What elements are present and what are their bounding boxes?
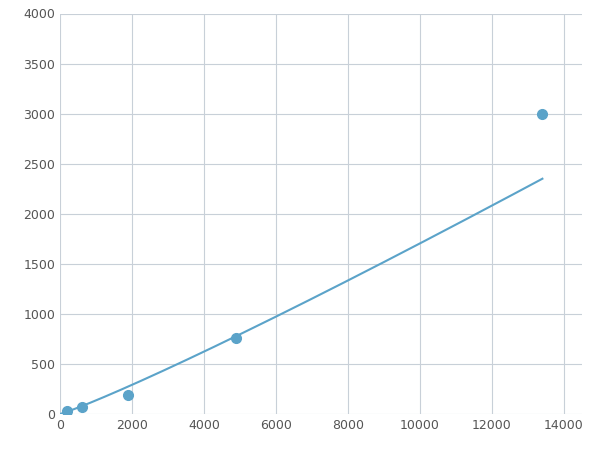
Point (62, 407, 72, 414)
Point (232, 334, 241, 342)
Point (538, 110, 547, 117)
Point (124, 392, 133, 399)
Point (77, 403, 86, 410)
